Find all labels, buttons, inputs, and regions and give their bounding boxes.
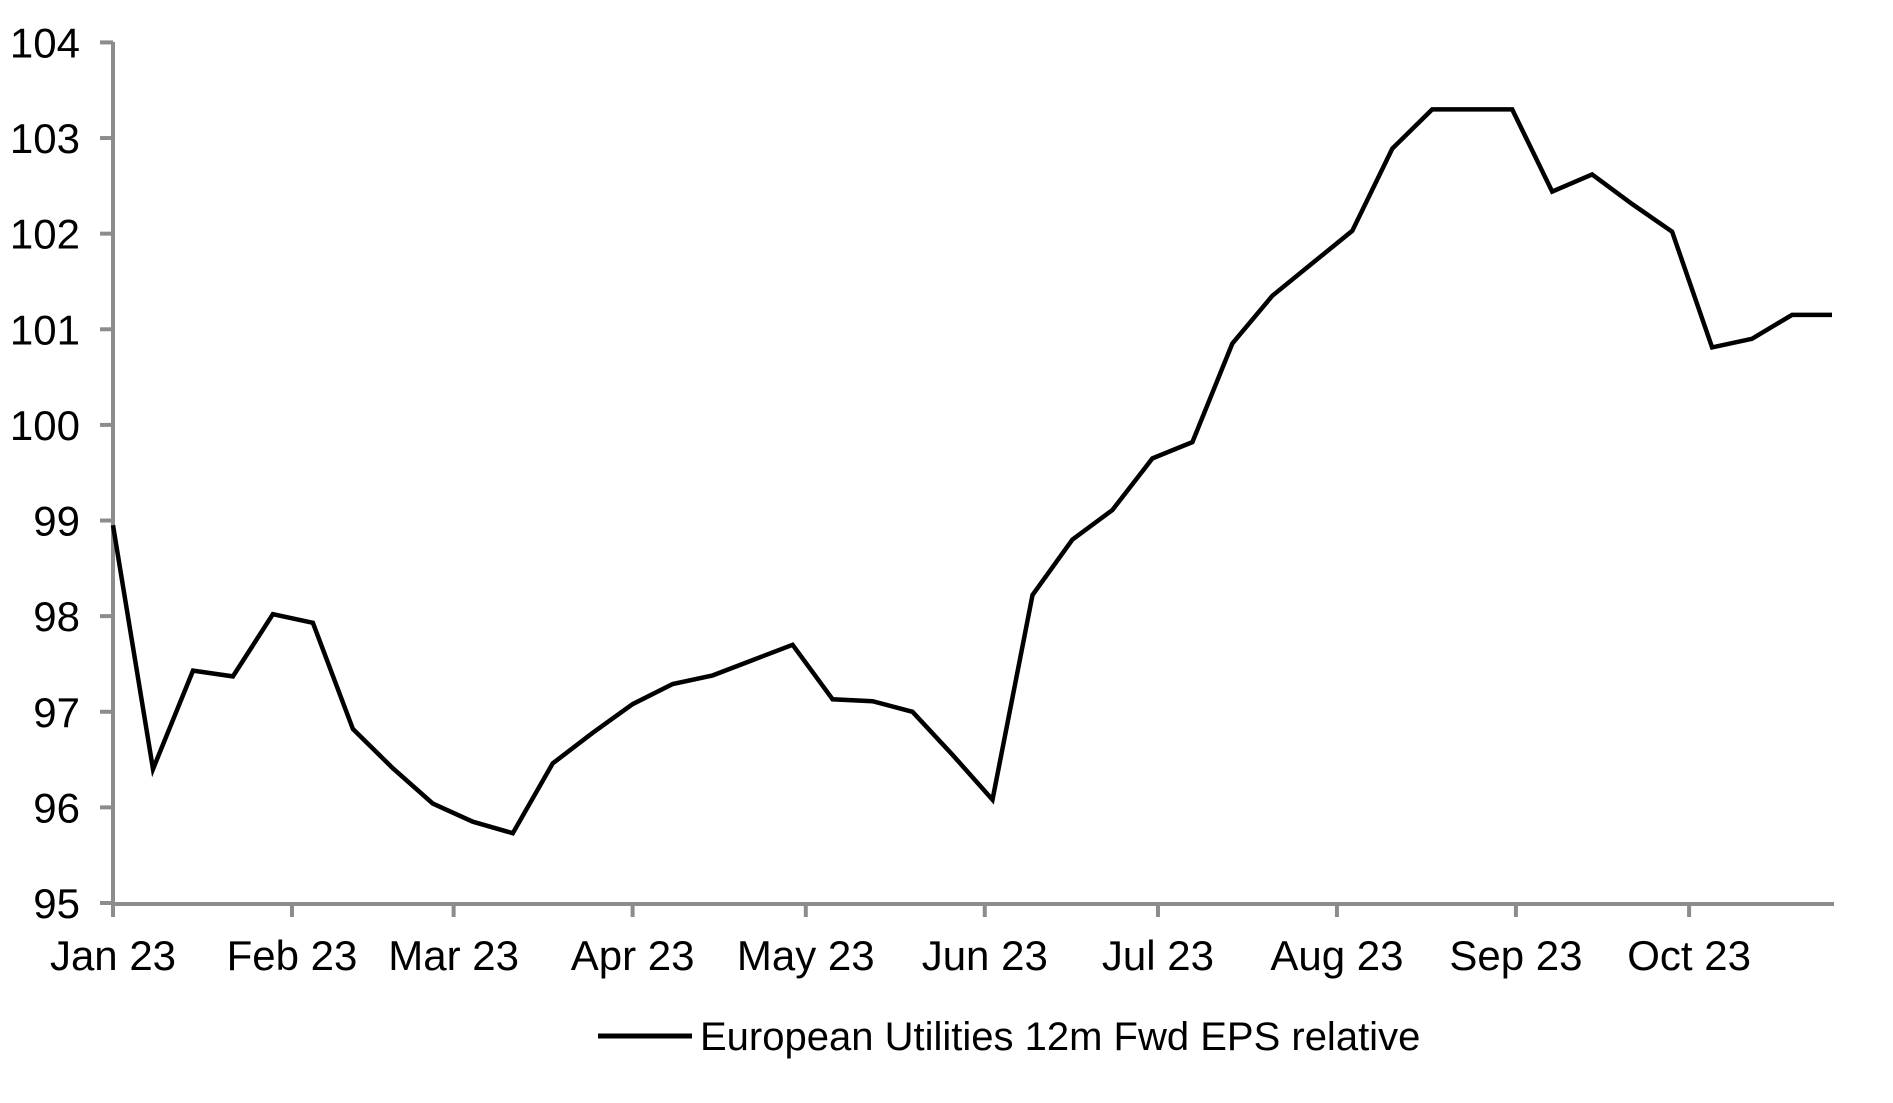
x-tick-label: May 23 xyxy=(737,932,875,979)
y-tick-label: 103 xyxy=(10,115,80,162)
x-tick-label: Apr 23 xyxy=(571,932,695,979)
series-lines xyxy=(110,107,1832,836)
y-tick-label: 101 xyxy=(10,306,80,353)
x-tick-label: Sep 23 xyxy=(1449,932,1582,979)
legend-label: European Utilities 12m Fwd EPS relative xyxy=(700,1015,1420,1059)
y-tick-label: 99 xyxy=(33,498,80,545)
x-tick-label: Jun 23 xyxy=(922,932,1048,979)
axes xyxy=(111,42,1834,906)
x-tick-label: Aug 23 xyxy=(1270,932,1403,979)
y-tick-label: 100 xyxy=(10,402,80,449)
y-tick-label: 95 xyxy=(33,880,80,927)
y-tick-label: 96 xyxy=(33,784,80,831)
x-tick-label: Jul 23 xyxy=(1102,932,1214,979)
y-tick-label: 98 xyxy=(33,593,80,640)
x-tick-label: Feb 23 xyxy=(227,932,358,979)
x-axis-ticks: Jan 23 Feb 23 Mar 23 Apr 23 May 23 Jun 23 Jul … xyxy=(50,904,1751,979)
eps-relative-series-line xyxy=(110,107,1832,836)
y-tick-label: 104 xyxy=(10,19,80,66)
x-tick-label: Oct 23 xyxy=(1627,932,1751,979)
legend: European Utilities 12m Fwd EPS relative xyxy=(598,1015,1420,1059)
y-tick-label: 97 xyxy=(33,689,80,736)
y-tick-label: 102 xyxy=(10,211,80,258)
x-tick-label: Jan 23 xyxy=(50,932,176,979)
x-tick-label: Mar 23 xyxy=(388,932,519,979)
y-axis-ticks: 95 96 97 98 99 100 101 102 103 104 xyxy=(10,19,113,927)
